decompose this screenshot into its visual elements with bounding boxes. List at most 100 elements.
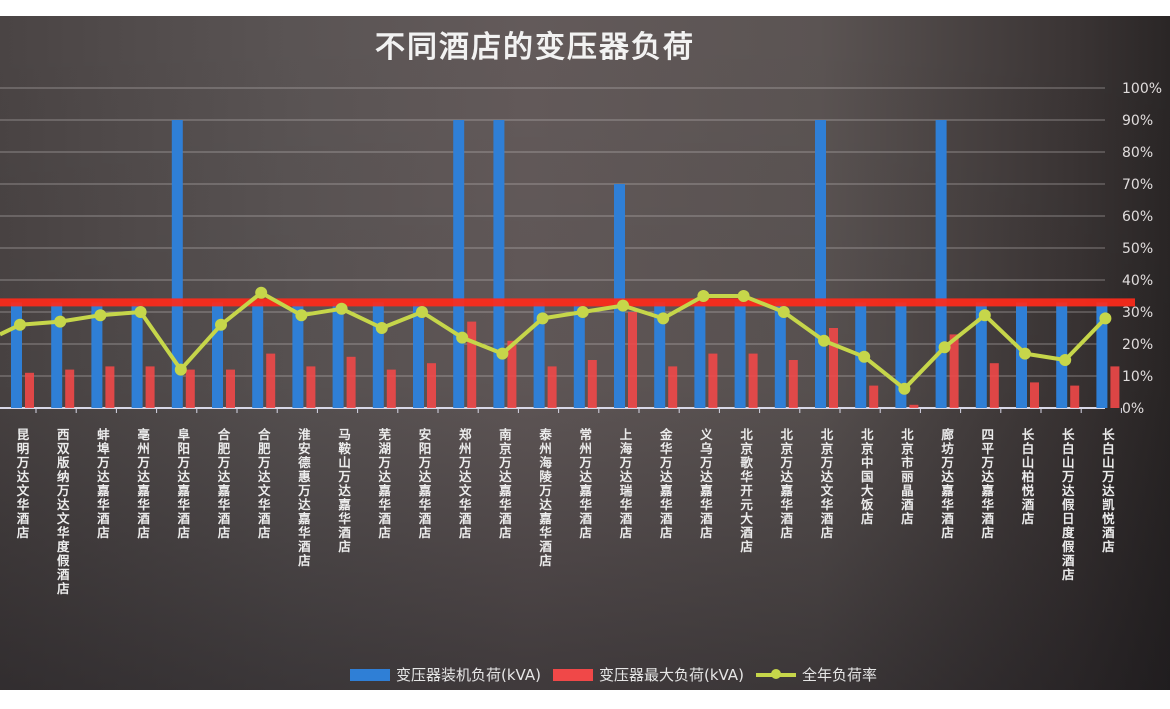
bar-max-load — [1110, 366, 1120, 408]
x-category-label: 长白山万达假日度假酒店 — [1060, 427, 1075, 582]
x-category-label: 上海万达瑞华酒店 — [618, 427, 633, 540]
load-rate-marker — [938, 341, 951, 354]
load-rate-marker — [54, 315, 67, 328]
bar-max-load — [587, 360, 597, 408]
bar-installed-load — [895, 302, 907, 408]
x-category-label: 安阳万达嘉华酒店 — [417, 427, 432, 540]
x-category-label: 泰州海陵万达嘉华酒店 — [537, 427, 552, 568]
bar-installed-load — [51, 302, 63, 408]
bar-installed-load — [91, 302, 103, 408]
load-rate-marker — [657, 312, 670, 325]
bar-max-load — [427, 363, 436, 408]
bar-max-load — [145, 366, 155, 408]
bar-max-load — [25, 372, 34, 408]
bar-installed-load — [11, 302, 22, 408]
bar-installed-load — [292, 302, 304, 408]
bar-installed-load — [654, 302, 666, 408]
y-tick-label: 100% — [1122, 81, 1162, 97]
x-category-label: 合肥万达嘉华酒店 — [216, 427, 231, 540]
load-rate-marker — [576, 306, 589, 318]
bar-installed-load — [975, 302, 987, 408]
bar-max-load — [989, 363, 999, 408]
x-category-label: 郑州万达文华酒店 — [457, 427, 472, 540]
y-tick-label: 20% — [1122, 337, 1153, 353]
load-rate-marker — [617, 299, 629, 312]
legend-swatch-red — [552, 668, 593, 681]
x-category-label: 长白山柏悦酒店 — [1020, 427, 1035, 526]
legend-label: 变压器最大负荷(kVA) — [598, 666, 744, 684]
load-rate-marker — [858, 350, 871, 363]
y-tick-label: 40% — [1122, 273, 1153, 289]
legend-item-installed-load: 变压器装机负荷(kVA) — [350, 664, 541, 685]
x-category-label: 常州万达嘉华酒店 — [577, 427, 592, 540]
x-category-label: 北京中国大饭店 — [859, 427, 874, 526]
x-category-label: 马鞍山万达嘉华酒店 — [336, 428, 351, 554]
x-category-label: 北京万达嘉华酒店 — [778, 427, 793, 540]
bar-max-load — [708, 353, 718, 408]
x-category-label: 廊坊万达嘉华酒店 — [939, 427, 954, 540]
load-rate-marker — [536, 312, 549, 325]
load-rate-marker — [737, 290, 750, 302]
x-category-label: 合肥万达文华酒店 — [256, 427, 271, 540]
chart-screen: 不同酒店的变压器负荷 0% 10% 20% 30% 40% 50% 60% 70% 80% 90%… — [0, 16, 1170, 690]
bar-installed-load — [694, 302, 706, 408]
load-rate-marker — [777, 306, 790, 318]
x-category-label: 北京市丽晶酒店 — [899, 427, 914, 526]
bar-installed-load — [453, 120, 465, 408]
chart-plot: 0% 10% 20% 30% 40% 50% 60% 70% 80% 90% 100% 昆明万达文华酒… — [0, 81, 1162, 596]
x-category-label: 淮安德惠万达嘉华酒店 — [296, 427, 311, 568]
load-rate-marker — [1059, 354, 1072, 366]
load-rate-marker — [215, 318, 227, 331]
bar-max-load — [65, 369, 75, 408]
bar-installed-load — [212, 302, 223, 408]
chart-legend: 变压器装机负荷(kVA) 变压器最大负荷(kVA) 全年负荷率 — [350, 664, 883, 685]
bar-max-load — [346, 356, 356, 408]
x-category-label: 南京万达嘉华酒店 — [497, 427, 512, 540]
y-tick-label: 60% — [1122, 209, 1153, 225]
x-category-label: 西双版纳万达文华度假酒店 — [55, 428, 70, 596]
x-category-label: 亳州万达嘉华酒店 — [135, 427, 150, 540]
legend-label: 变压器装机负荷(kVA) — [396, 666, 541, 684]
x-category-label: 芜湖万达嘉华酒店 — [376, 427, 391, 540]
bar-max-load — [1070, 385, 1080, 408]
x-category-label: 阜阳万达嘉华酒店 — [175, 427, 190, 540]
load-rate-marker — [496, 347, 509, 360]
load-rate-marker — [1099, 312, 1112, 325]
y-tick-label: 80% — [1122, 145, 1153, 161]
bar-installed-load — [1096, 302, 1108, 408]
load-rate-marker — [255, 286, 268, 299]
y-tick-label: 30% — [1122, 305, 1153, 321]
bar-installed-load — [332, 302, 344, 408]
bar-installed-load — [372, 302, 384, 408]
bar-max-load — [909, 404, 919, 408]
bar-max-load — [748, 353, 758, 408]
legend-label: 全年负荷率 — [801, 666, 877, 684]
bar-max-load — [547, 366, 557, 408]
load-rate-marker — [978, 309, 991, 322]
load-rate-marker — [818, 334, 830, 347]
bar-max-load — [869, 385, 879, 408]
load-rate-marker — [1019, 347, 1031, 360]
load-rate-marker — [416, 306, 428, 318]
reference-line — [0, 298, 1135, 307]
x-category-label: 北京万达文华酒店 — [819, 427, 834, 540]
load-rate-marker — [335, 302, 348, 315]
load-rate-marker — [456, 331, 469, 344]
bar-max-load — [266, 353, 276, 408]
legend-item-load-rate: 全年负荷率 — [755, 664, 877, 685]
bar-max-load — [467, 321, 477, 408]
legend-swatch-blue — [350, 668, 390, 681]
bar-max-load — [306, 366, 316, 408]
x-category-label: 北京歌华开元大酒店 — [738, 427, 753, 554]
bar-max-load — [226, 369, 235, 408]
bar-installed-load — [171, 120, 183, 408]
bar-max-load — [105, 366, 115, 408]
load-rate-marker — [697, 290, 710, 302]
bar-max-load — [185, 369, 195, 408]
bar-installed-load — [774, 302, 786, 408]
bar-max-load — [628, 312, 637, 408]
x-category-label: 昆明万达文华酒店 — [15, 427, 30, 540]
bar-installed-load — [493, 120, 505, 408]
bar-installed-load — [131, 302, 143, 408]
bar-installed-load — [935, 120, 947, 408]
